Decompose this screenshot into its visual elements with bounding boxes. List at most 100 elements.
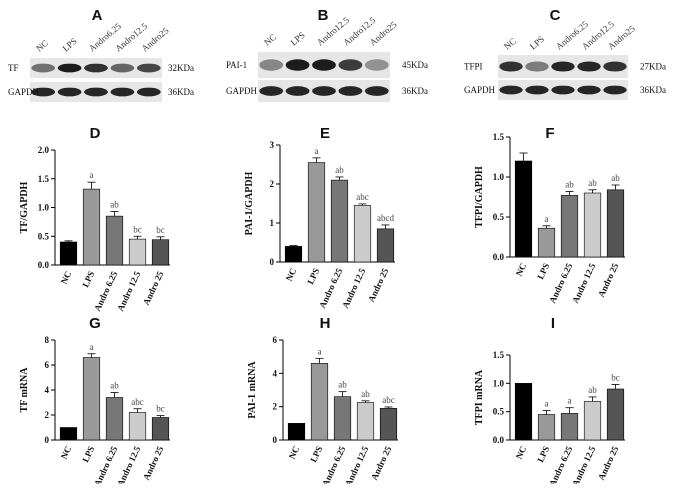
error-bar <box>289 245 298 247</box>
bar <box>333 396 352 441</box>
error-bar <box>64 240 73 242</box>
x-tick-label: Andro 12.5 <box>340 266 367 310</box>
blot-band <box>84 63 108 73</box>
y-tick-label: 0.0 <box>493 252 505 262</box>
significance-label: bc <box>156 225 165 235</box>
error-bar <box>110 392 119 398</box>
bar <box>514 160 533 258</box>
y-tick-label: 4 <box>45 385 50 395</box>
protein-label: GAPDH <box>464 85 496 95</box>
protein-label: GAPDH <box>226 86 258 96</box>
blot-band <box>31 87 56 97</box>
panel-label: F <box>545 125 554 142</box>
y-tick-label: 0.0 <box>38 260 50 270</box>
lane-label: NC <box>502 36 518 52</box>
y-tick-label: 1.5 <box>493 350 505 360</box>
x-tick-label: NC <box>514 262 529 278</box>
significance-label: a <box>545 399 549 409</box>
y-tick-label: 6 <box>273 335 278 345</box>
blot-band <box>525 61 549 72</box>
panel-label: B <box>318 7 329 24</box>
blot-band <box>499 85 523 95</box>
significance-label: ab <box>361 389 370 399</box>
error-bar <box>156 236 165 240</box>
blot-band <box>31 63 56 73</box>
lane-label: LPS <box>288 30 306 48</box>
blot-band <box>57 87 82 97</box>
bar <box>353 205 372 263</box>
y-tick-label: 1.0 <box>493 172 505 182</box>
error-bar <box>611 184 620 190</box>
lane-label: LPS <box>60 36 78 54</box>
error-bar <box>110 211 119 217</box>
error-bar <box>358 203 367 206</box>
bar <box>128 238 147 266</box>
significance-label: a <box>568 396 572 406</box>
error-bar <box>133 235 142 240</box>
significance-label: bc <box>611 372 620 382</box>
size-label: 27KDa <box>640 62 666 72</box>
blot-band <box>525 85 549 95</box>
x-tick-label: Andro 12.5 <box>115 269 142 313</box>
panel-label: E <box>320 125 330 142</box>
x-tick-label: Andro 25 <box>366 266 391 303</box>
blot-band <box>499 61 523 72</box>
y-axis-label: TFPI mRNA <box>474 369 485 425</box>
x-tick-label: Andro 25 <box>596 261 621 298</box>
y-tick-label: 0 <box>45 435 50 445</box>
y-tick-label: 0.5 <box>493 407 505 417</box>
error-bar <box>381 224 390 229</box>
size-label: 36KDa <box>640 85 666 95</box>
bar <box>537 414 556 441</box>
x-tick-label: NC <box>287 445 302 461</box>
bar <box>82 188 101 266</box>
error-bar <box>588 189 597 193</box>
y-tick-label: 1.0 <box>493 378 505 388</box>
blot-band <box>259 86 284 96</box>
error-bar <box>565 407 574 414</box>
protein-label: TFPI <box>464 62 483 72</box>
y-tick-label: 4 <box>273 368 278 378</box>
y-tick-label: 8 <box>45 335 50 345</box>
error-bar <box>133 408 142 413</box>
x-tick-label: LPS <box>305 267 321 286</box>
error-bar <box>156 415 165 418</box>
significance-label: ab <box>565 179 574 189</box>
y-tick-label: 0 <box>270 257 275 267</box>
blot-band <box>285 86 310 96</box>
significance-label: bc <box>156 404 165 414</box>
protein-label: GAPDH <box>8 87 40 97</box>
error-bar <box>315 357 324 364</box>
significance-label: ab <box>110 381 119 391</box>
bar <box>105 397 124 441</box>
bar <box>606 189 625 258</box>
error-bar <box>611 384 620 389</box>
bar <box>310 363 329 441</box>
blot-band <box>84 87 108 97</box>
y-tick-label: 2.0 <box>38 145 50 155</box>
bar <box>583 401 602 441</box>
y-tick-label: 3 <box>270 140 275 150</box>
bar <box>284 246 303 263</box>
blot-band <box>312 86 336 96</box>
bar <box>376 228 395 263</box>
blot-band <box>551 85 575 95</box>
x-tick-label: Andro 12.5 <box>570 261 597 305</box>
bar <box>128 412 147 441</box>
x-tick-label: LPS <box>535 445 551 464</box>
bar <box>151 417 170 441</box>
bar <box>59 241 78 266</box>
significance-label: ab <box>588 385 597 395</box>
y-tick-label: 0.0 <box>493 435 505 445</box>
lane-label: NC <box>262 32 278 48</box>
panel-label: A <box>92 7 103 24</box>
error-bar <box>565 190 574 196</box>
error-bar <box>312 157 321 163</box>
blot-band <box>364 59 389 71</box>
x-tick-label: NC <box>59 270 74 286</box>
bar <box>330 179 349 263</box>
error-bar <box>335 176 344 181</box>
y-tick-label: 2 <box>273 402 278 412</box>
y-axis-label: TFPI/GAPDH <box>474 166 485 228</box>
x-tick-label: Andro 25 <box>596 444 621 481</box>
